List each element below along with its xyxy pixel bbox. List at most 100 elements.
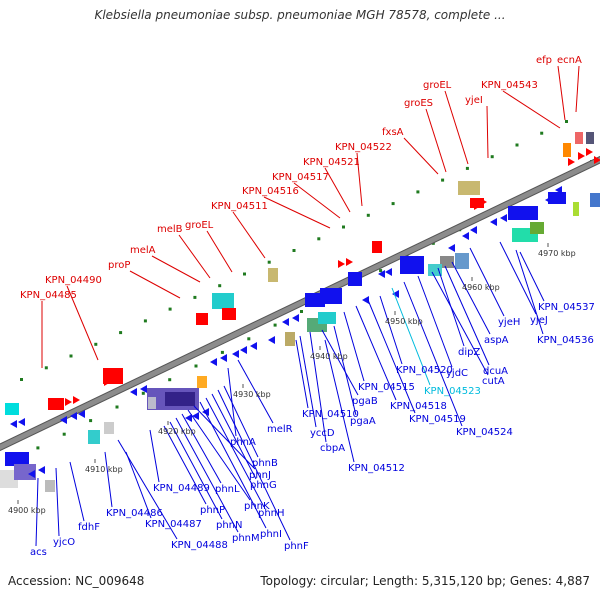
gene-label-upper[interactable]: efp (536, 55, 552, 66)
gene-label-upper[interactable]: fxsA (382, 127, 404, 138)
gene-label-lower[interactable]: KPN_04524 (456, 427, 513, 438)
gene-block (88, 430, 100, 444)
callout-line (321, 329, 359, 396)
gene-label-lower[interactable]: melR (267, 424, 293, 435)
gene-label-upper[interactable]: proP (108, 260, 130, 271)
gene-label-upper[interactable]: KPN_04485 (20, 290, 77, 301)
gene-block (440, 256, 454, 268)
callout-line (263, 196, 331, 229)
gene-label-lower[interactable]: KPN_04523 (424, 386, 481, 397)
gene-label-lower[interactable]: yjdC (446, 368, 468, 379)
gene-label-lower[interactable]: phnH (258, 508, 285, 519)
gene-label-lower[interactable]: dcuA (483, 366, 508, 377)
accession-text: Accession: NC_009648 (8, 574, 145, 588)
gene-label-lower[interactable]: yjeJ (530, 315, 548, 326)
gene-label-lower[interactable]: cbpA (320, 443, 345, 454)
gene-label-lower[interactable]: KPN_04520 (396, 365, 453, 376)
gene-label-lower[interactable]: pgaA (350, 416, 376, 427)
gene-label-upper[interactable]: ecnA (557, 55, 582, 66)
gene-label-lower[interactable]: KPN_04515 (358, 382, 415, 393)
tick-mark (317, 237, 321, 241)
gene-label-lower[interactable]: phnK (244, 501, 270, 512)
gene-arrow (448, 244, 455, 252)
gene-label-upper[interactable]: KPN_04521 (303, 157, 360, 168)
gene-arrow (378, 270, 385, 278)
gene-block (45, 480, 55, 492)
callout-line (232, 211, 266, 259)
gene-label-lower[interactable]: phnI (260, 529, 282, 540)
gene-label-upper[interactable]: melA (130, 245, 156, 256)
gene-label-lower[interactable]: phnA (230, 437, 256, 448)
gene-label-lower[interactable]: phnM (232, 533, 260, 544)
gene-block (530, 222, 544, 234)
gene-label-upper[interactable]: KPN_04516 (242, 186, 299, 197)
gene-block (508, 206, 538, 220)
gene-label-lower[interactable]: yjeH (498, 317, 520, 328)
tick-mark (391, 202, 395, 206)
gene-label-lower[interactable]: cutA (482, 376, 505, 387)
gene-label-upper[interactable]: KPN_04543 (481, 80, 538, 91)
tick-mark (342, 225, 345, 229)
callout-line (437, 267, 465, 347)
gene-label-lower[interactable]: phnN (216, 520, 243, 531)
gene-arrow (568, 158, 575, 166)
gene-label-lower[interactable]: KPN_04512 (348, 463, 405, 474)
gene-label-lower[interactable]: KPN_04519 (409, 414, 466, 425)
gene-label-lower[interactable]: acs (30, 547, 47, 558)
gene-label-upper[interactable]: groES (404, 98, 433, 109)
gene-label-lower[interactable]: phnG (250, 480, 277, 491)
gene-label-lower[interactable]: KPN_04488 (171, 540, 228, 551)
callout-line (227, 367, 237, 437)
gene-label-upper[interactable]: groEL (185, 220, 214, 231)
gene-label-lower[interactable]: KPN_04537 (538, 302, 595, 313)
gene-label-lower[interactable]: phnJ (249, 470, 271, 481)
gene-arrow (490, 218, 497, 226)
gene-label-lower[interactable]: phnP (200, 505, 225, 516)
callout-line (205, 397, 265, 508)
gene-label-lower[interactable]: yjcO (53, 537, 75, 548)
gene-label-lower[interactable]: KPN_04536 (537, 335, 594, 346)
gene-block (320, 288, 342, 304)
gene-label-upper[interactable]: KPN_04522 (335, 142, 392, 153)
gene-block (0, 470, 18, 488)
callout-line (129, 270, 181, 299)
gene-label-lower[interactable]: KPN_04510 (302, 409, 359, 420)
gene-label-upper[interactable]: melB (157, 224, 183, 235)
gene-block (318, 312, 336, 324)
gene-label-lower[interactable]: KPN_04489 (153, 483, 210, 494)
tick-mark (515, 143, 519, 147)
gene-label-lower[interactable]: KPN_04518 (390, 401, 447, 412)
gene-arrow (292, 314, 299, 322)
gene-block (148, 397, 156, 409)
gene-arrow (462, 232, 469, 240)
callout-line (69, 461, 85, 522)
gene-label-upper[interactable]: KPN_04490 (45, 275, 102, 286)
gene-label-lower[interactable]: KPN_04486 (106, 508, 163, 519)
gene-block (48, 398, 64, 410)
scale-label: 4920 kbp (158, 427, 196, 436)
callout-line (125, 451, 152, 519)
gene-label-lower[interactable]: phnB (252, 458, 278, 469)
gene-label-lower[interactable]: phnF (284, 541, 309, 552)
gene-label-lower[interactable]: yccD (310, 428, 335, 439)
gene-block (5, 403, 19, 415)
gene-label-lower[interactable]: KPN_04487 (145, 519, 202, 530)
gene-label-upper[interactable]: KPN_04511 (211, 201, 268, 212)
gene-label-lower[interactable]: fdhF (78, 522, 100, 533)
gene-label-lower[interactable]: phnL (215, 484, 240, 495)
gene-arrow (65, 398, 72, 406)
gene-label-lower[interactable]: pgaB (352, 396, 378, 407)
gene-arrow (392, 290, 399, 298)
callout-line (343, 311, 365, 382)
tick-mark (218, 284, 222, 288)
callout-line (237, 359, 274, 424)
gene-label-upper[interactable]: yjeI (465, 95, 483, 106)
gene-label-upper[interactable]: KPN_04517 (272, 172, 329, 183)
callout-line (575, 65, 580, 113)
gene-label-lower[interactable]: dipZ (458, 347, 480, 358)
gene-label-lower[interactable]: aspA (484, 335, 509, 346)
gene-label-upper[interactable]: groEL (423, 80, 452, 91)
